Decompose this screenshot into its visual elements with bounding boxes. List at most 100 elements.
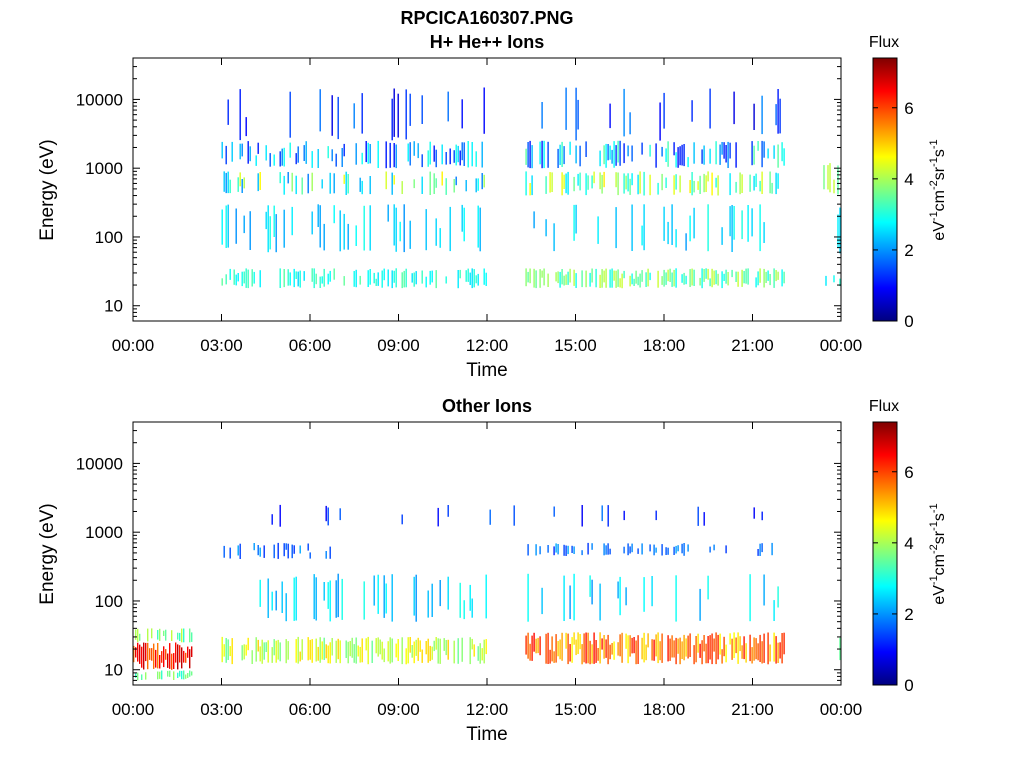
flux-cell <box>407 637 409 664</box>
flux-cell <box>409 637 411 653</box>
flux-cell <box>435 149 437 168</box>
flux-cell <box>735 271 737 282</box>
flux-cell <box>745 268 747 284</box>
flux-cell <box>391 574 393 622</box>
flux-cell <box>477 178 479 191</box>
flux-cell <box>457 270 459 289</box>
flux-cell <box>413 576 415 616</box>
flux-cell <box>265 145 267 161</box>
flux-cell <box>189 628 191 643</box>
flux-cell <box>249 211 251 250</box>
x-tick-label: 00:00 <box>820 700 863 719</box>
flux-cell <box>663 269 665 287</box>
x-tick-label: 15:00 <box>554 700 597 719</box>
flux-cell <box>761 511 763 521</box>
flux-cell <box>307 637 309 661</box>
flux-cell <box>599 583 601 621</box>
flux-cell <box>395 207 397 252</box>
flux-cell <box>279 172 281 184</box>
flux-cell <box>691 172 693 196</box>
flux-cell <box>617 581 619 599</box>
flux-cell <box>527 573 529 622</box>
flux-cell <box>363 205 365 251</box>
flux-cell <box>613 641 615 660</box>
flux-cell <box>663 206 665 241</box>
flux-cell <box>751 208 753 237</box>
flux-cell <box>171 653 173 670</box>
flux-cell <box>431 270 433 283</box>
flux-cell <box>651 639 653 661</box>
flux-cell <box>709 88 711 129</box>
flux-cell <box>353 271 355 287</box>
flux-cell <box>177 632 179 640</box>
flux-cell <box>293 545 295 554</box>
flux-cell <box>317 646 319 661</box>
flux-cell <box>767 270 769 281</box>
flux-cell <box>759 204 761 252</box>
flux-cell <box>741 174 743 193</box>
flux-cell <box>385 141 387 169</box>
flux-cell <box>353 103 355 129</box>
flux-cell <box>527 142 529 168</box>
flux-cell <box>435 218 437 246</box>
flux-cell <box>437 638 439 664</box>
flux-cell <box>405 89 407 140</box>
flux-cell <box>317 204 319 227</box>
flux-cell <box>665 177 667 188</box>
flux-cell <box>623 143 625 164</box>
flux-cell <box>541 140 543 169</box>
flux-cell <box>667 269 669 282</box>
flux-cell <box>413 272 415 287</box>
flux-cell <box>641 225 643 246</box>
flux-cell <box>399 221 401 242</box>
flux-cell <box>623 88 625 137</box>
flux-cell <box>595 268 597 288</box>
flux-cell <box>589 272 591 287</box>
flux-cell <box>285 639 287 664</box>
flux-cell <box>185 652 187 663</box>
flux-cell <box>289 91 291 138</box>
flux-cell <box>435 637 437 650</box>
flux-cell <box>695 636 697 663</box>
flux-cell <box>283 147 285 167</box>
flux-cell <box>425 641 427 655</box>
flux-cell <box>605 545 607 555</box>
flux-cell <box>663 92 665 129</box>
flux-cell <box>165 629 167 641</box>
flux-cell <box>675 268 677 288</box>
flux-cell <box>481 648 483 661</box>
flux-cell <box>323 637 325 660</box>
flux-cell <box>547 141 549 168</box>
flux-cell <box>741 210 743 240</box>
flux-cell <box>619 140 621 166</box>
flux-cell <box>709 148 711 164</box>
x-tick-label: 09:00 <box>377 700 420 719</box>
flux-cell <box>689 633 691 657</box>
flux-cell <box>305 141 307 164</box>
x-tick-label: 00:00 <box>820 336 863 355</box>
flux-cell <box>365 638 367 651</box>
flux-cell <box>329 172 331 194</box>
flux-cell <box>771 182 773 194</box>
flux-cell <box>381 270 383 288</box>
flux-cell <box>311 172 313 192</box>
flux-cell <box>367 270 369 287</box>
flux-cell <box>295 639 297 663</box>
flux-cell <box>187 673 189 678</box>
flux-cell <box>461 637 463 662</box>
flux-cell <box>225 638 227 663</box>
flux-cell <box>135 647 137 658</box>
flux-cell <box>179 670 181 677</box>
flux-cell <box>673 640 675 658</box>
flux-cell <box>569 268 571 283</box>
flux-cell <box>263 642 265 660</box>
flux-cell <box>771 542 773 556</box>
flux-cell <box>699 588 701 621</box>
flux-cell <box>763 633 765 663</box>
flux-cell <box>279 151 281 167</box>
flux-cell <box>563 544 565 556</box>
flux-cell <box>433 640 435 652</box>
flux-cell <box>597 648 599 661</box>
x-tick-label: 00:00 <box>112 700 155 719</box>
flux-cell <box>453 150 455 163</box>
